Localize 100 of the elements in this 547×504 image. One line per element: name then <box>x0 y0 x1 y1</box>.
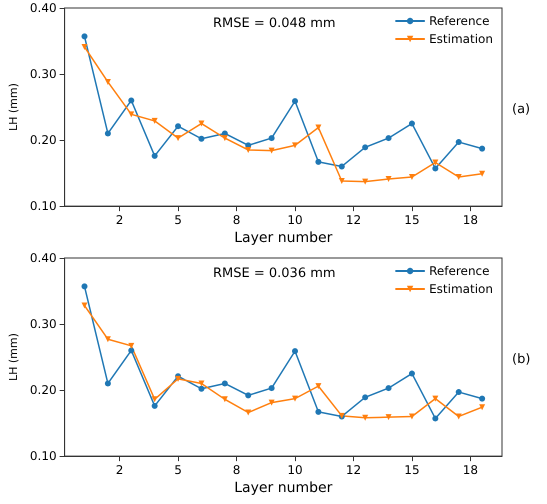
point <box>198 120 204 127</box>
point <box>408 120 415 127</box>
point <box>128 111 134 118</box>
x-tick-label: 12 <box>346 463 362 478</box>
point <box>152 152 158 159</box>
point <box>198 136 204 142</box>
point <box>245 410 252 416</box>
point <box>386 385 392 392</box>
legend-label: Reference <box>429 14 490 28</box>
point <box>104 78 111 85</box>
x-tick-label: 15 <box>404 213 420 228</box>
legend-label: Reference <box>429 264 490 278</box>
annotation: RMSE = 0.048 mm <box>213 16 336 31</box>
x-tick-label: 12 <box>346 213 362 228</box>
point <box>222 396 228 402</box>
point <box>408 370 415 377</box>
point <box>315 383 322 390</box>
point <box>456 174 462 180</box>
point <box>222 380 228 386</box>
point <box>362 394 368 400</box>
point <box>292 142 298 148</box>
point <box>408 413 415 420</box>
x-tick-label: 8 <box>232 213 240 228</box>
point <box>104 130 111 136</box>
point <box>432 396 438 402</box>
point <box>479 396 486 402</box>
point <box>338 163 345 170</box>
point <box>315 158 322 165</box>
legend-label: Estimation <box>429 32 494 46</box>
x-tick-label: 18 <box>462 213 478 228</box>
legend-label: Estimation <box>429 282 494 296</box>
text: (b) <box>512 352 530 367</box>
point <box>82 44 88 50</box>
x-tick-label: 15 <box>404 463 420 478</box>
y-tick-label: 0.40 <box>30 1 57 15</box>
y-tick-label: 0.20 <box>30 133 57 148</box>
point <box>128 97 134 104</box>
point <box>245 146 252 153</box>
point <box>82 283 88 290</box>
point <box>456 389 462 396</box>
point <box>338 178 345 184</box>
point <box>104 336 111 342</box>
x-tick-label: 5 <box>174 213 182 228</box>
point <box>175 376 182 382</box>
x-tick-label: 10 <box>287 213 303 228</box>
y-tick-label: 0.30 <box>30 67 57 82</box>
x-tick-label: 8 <box>232 463 240 478</box>
x-tick-label: 5 <box>174 463 182 478</box>
y-tick-label: 0.10 <box>30 449 57 464</box>
point <box>408 174 415 180</box>
point <box>152 118 158 124</box>
point <box>479 146 486 152</box>
point <box>292 348 298 354</box>
point <box>432 415 438 422</box>
x-tick-label: 10 <box>287 463 303 478</box>
point <box>432 165 438 172</box>
point <box>268 400 275 406</box>
point <box>82 302 88 309</box>
point <box>479 170 486 177</box>
point <box>82 33 88 40</box>
point <box>386 135 392 142</box>
point <box>456 139 462 146</box>
point <box>456 413 462 420</box>
x-axis-title: Layer number <box>234 480 333 496</box>
point <box>432 160 438 166</box>
y-axis-title: LH (mm) <box>7 83 20 132</box>
point <box>152 402 158 409</box>
point <box>198 380 204 386</box>
point <box>175 135 182 142</box>
y-tick-label: 0.30 <box>30 317 57 332</box>
point <box>386 414 392 420</box>
point <box>268 135 275 142</box>
point <box>245 392 252 398</box>
annotation: RMSE = 0.036 mm <box>213 266 336 281</box>
point <box>386 176 392 182</box>
point <box>104 380 111 386</box>
point <box>315 124 322 131</box>
point <box>198 386 204 392</box>
point <box>479 404 486 410</box>
point <box>152 396 158 402</box>
point <box>268 385 275 392</box>
point <box>128 347 134 354</box>
point <box>362 178 368 185</box>
y-tick-label: 0.40 <box>30 251 57 265</box>
y-tick-label: 0.10 <box>30 199 57 214</box>
point <box>268 148 275 154</box>
x-axis-title: Layer number <box>234 230 333 246</box>
point <box>222 135 228 142</box>
y-axis-title: LH (mm) <box>7 333 20 382</box>
point <box>315 408 322 415</box>
point <box>175 123 182 130</box>
point <box>292 396 298 402</box>
point <box>362 144 368 150</box>
text: (a) <box>512 102 530 117</box>
point <box>292 98 298 104</box>
x-tick-label: 18 <box>462 463 478 478</box>
x-tick-label: 2 <box>116 213 124 228</box>
x-tick-label: 2 <box>116 463 124 478</box>
point <box>362 414 368 421</box>
point <box>128 342 134 349</box>
